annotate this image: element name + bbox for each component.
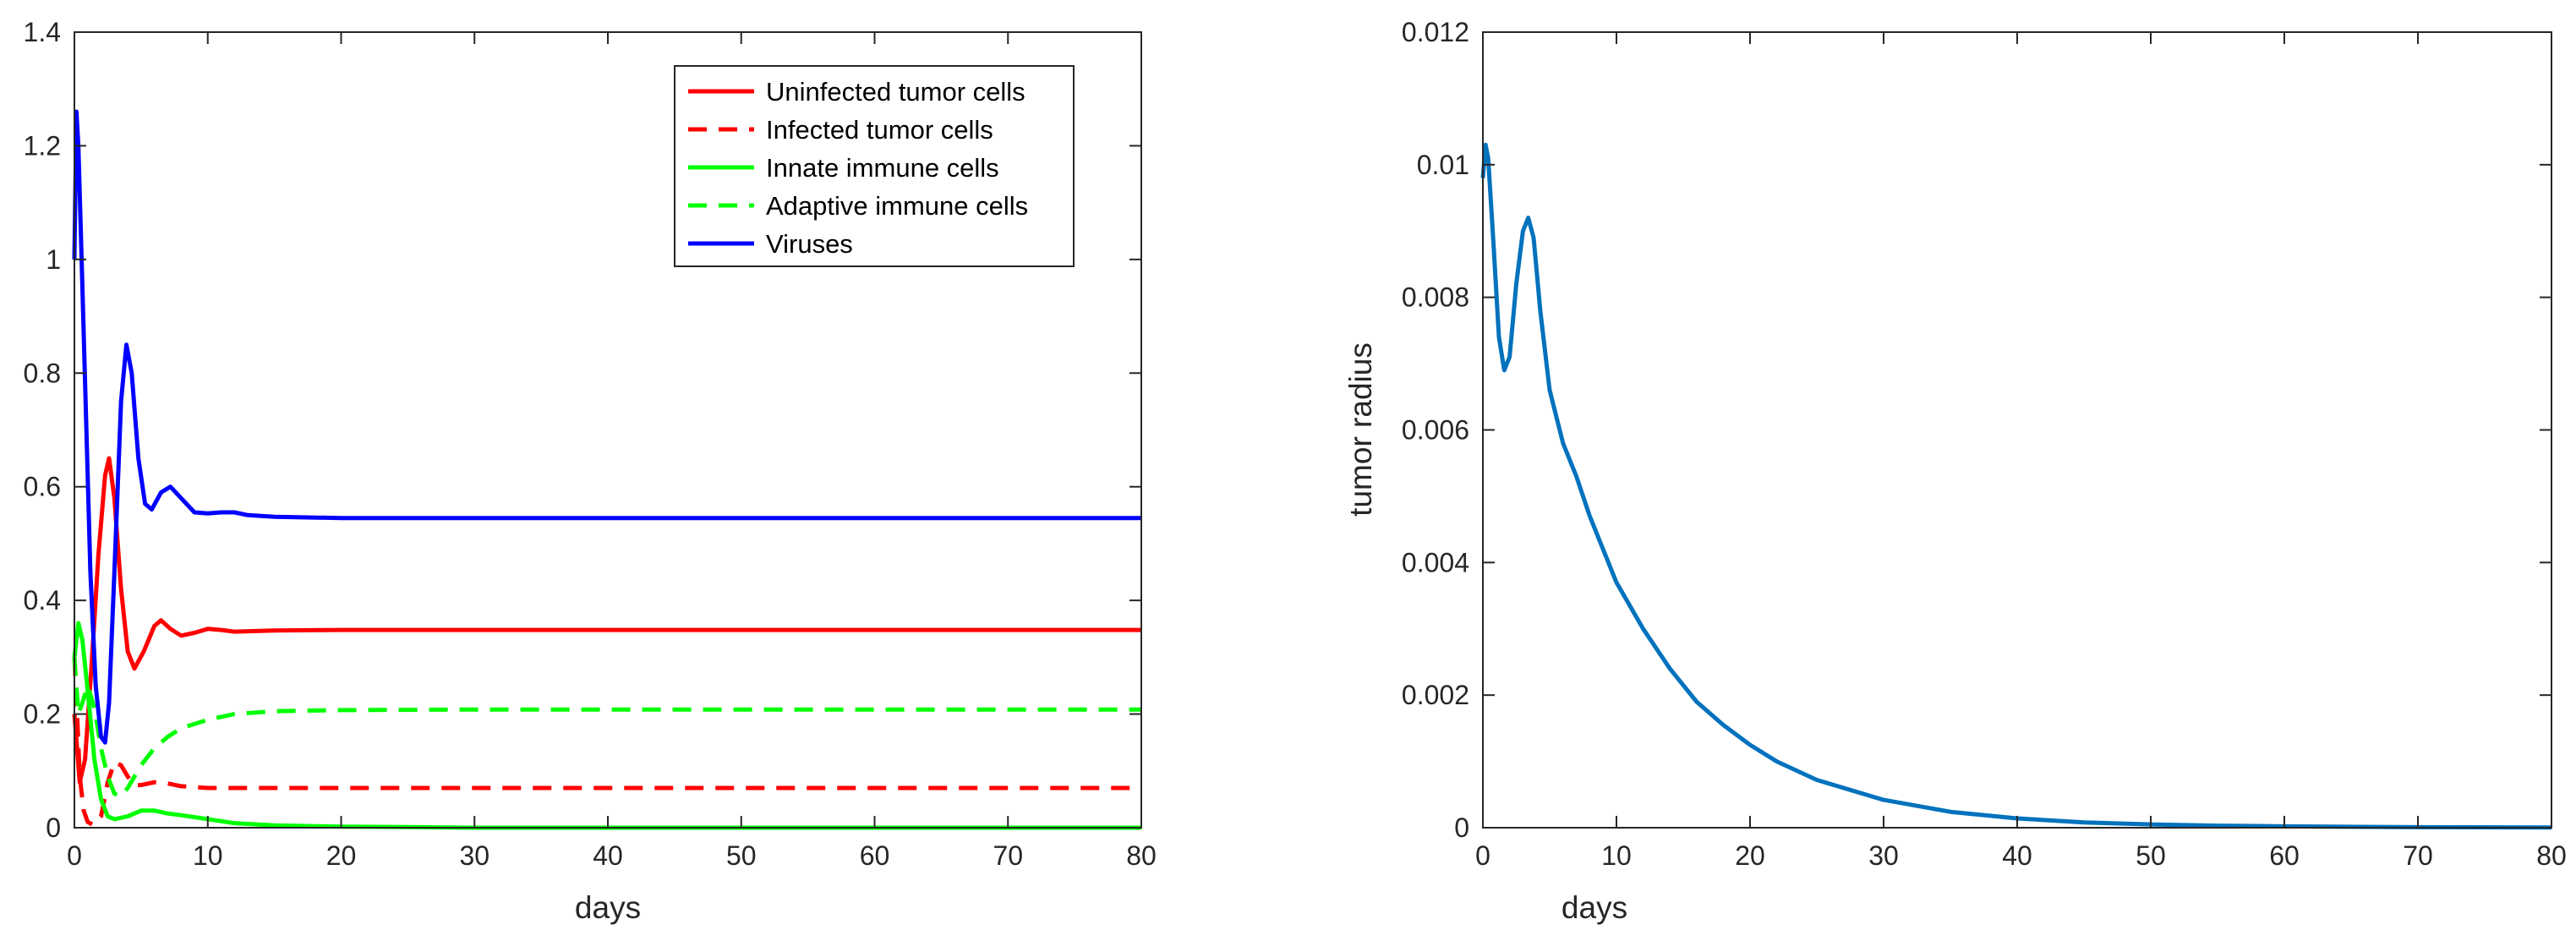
- x-tick-label-left: 60: [860, 840, 890, 871]
- x-tick-label-right: 20: [1735, 840, 1765, 871]
- series-line-uninfected-tumor-cells: [72, 456, 1141, 785]
- legend-label-uninfected-tumor-cells: Uninfected tumor cells: [766, 77, 1025, 107]
- y-tick-label-right: 0.004: [1402, 547, 1469, 577]
- legend: Uninfected tumor cells Infected tumor cel…: [674, 65, 1075, 267]
- y-tick-label-left: 0.2: [24, 699, 61, 730]
- y-tick-label-left: 0.6: [24, 472, 61, 502]
- population-chart: 0 10 20 30 40 50 60 70 80 0 0.2 0.4 0.6 0.8 1 1.2 1.4 da…: [24, 17, 1157, 925]
- x-tick-label-right: 30: [1868, 840, 1899, 871]
- x-tick-label-right: 60: [2269, 840, 2300, 871]
- legend-label-viruses: Viruses: [766, 229, 853, 259]
- x-tick-label-left: 80: [1126, 840, 1157, 871]
- y-tick-label-right: 0.002: [1402, 680, 1469, 710]
- legend-label-adaptive-immune-cells: Adaptive immune cells: [766, 191, 1028, 221]
- x-tick-label-left: 20: [326, 840, 357, 871]
- plot-area-right: [1483, 32, 2551, 828]
- x-axis-label-left: days: [575, 890, 641, 925]
- series-line-adaptive-immune-cells: [72, 657, 1141, 799]
- legend-label-infected-tumor-cells: Infected tumor cells: [766, 115, 993, 145]
- y-axis-label-right: tumor radius: [1343, 342, 1378, 517]
- population-series-group: [72, 109, 1141, 830]
- x-axis-label-right: days: [1561, 890, 1627, 925]
- y-tick-label-left: 0.8: [24, 358, 61, 388]
- x-tick-label-right: 0: [1475, 840, 1490, 871]
- x-tick-label-left: 70: [993, 840, 1023, 871]
- y-tick-label-left: 1.4: [24, 17, 61, 47]
- y-tick-label-left: 1: [46, 244, 61, 275]
- y-tick-label-right: 0: [1454, 812, 1469, 843]
- x-tick-label-right: 80: [2536, 840, 2567, 871]
- series-line-viruses: [72, 109, 1141, 745]
- x-tick-label-left: 50: [726, 840, 757, 871]
- y-tick-label-right: 0.008: [1402, 282, 1469, 313]
- tumor-radius-tick-group: 0 10 20 30 40 50 60 70 80 0 0.002 0.004 0.006 0.008 0.…: [1402, 17, 2567, 871]
- x-tick-label-left: 30: [459, 840, 489, 871]
- population-tick-group: 0 10 20 30 40 50 60 70 80 0 0.2 0.4 0.6 0.8 1 1.2 1.4: [24, 17, 1157, 871]
- legend-items: Uninfected tumor cells Infected tumor cel…: [688, 77, 1028, 259]
- x-tick-label-right: 40: [2002, 840, 2032, 871]
- x-tick-label-left: 40: [593, 840, 623, 871]
- tumor-radius-series-group: [1480, 142, 2552, 830]
- x-tick-label-right: 70: [2403, 840, 2433, 871]
- x-tick-label-left: 0: [67, 840, 82, 871]
- y-tick-label-left: 1.2: [24, 130, 61, 161]
- y-tick-label-right: 0.01: [1417, 150, 1469, 180]
- tumor-radius-chart: 0 10 20 30 40 50 60 70 80 0 0.002 0.004 0.006 0.008 0.…: [1343, 17, 2567, 925]
- x-tick-label-right: 10: [1601, 840, 1632, 871]
- legend-label-innate-immune-cells: Innate immune cells: [766, 153, 999, 183]
- y-tick-label-right: 0.006: [1402, 415, 1469, 446]
- y-tick-label-left: 0.4: [24, 585, 61, 615]
- series-line-innate-immune-cells: [72, 621, 1141, 830]
- x-tick-label-left: 10: [193, 840, 223, 871]
- x-tick-label-right: 50: [2136, 840, 2166, 871]
- y-tick-label-left: 0: [46, 812, 61, 843]
- series-line-infected-tumor-cells: [72, 657, 1141, 828]
- series-line-tumor-radius: [1480, 142, 2552, 830]
- y-tick-label-right: 0.012: [1402, 17, 1469, 47]
